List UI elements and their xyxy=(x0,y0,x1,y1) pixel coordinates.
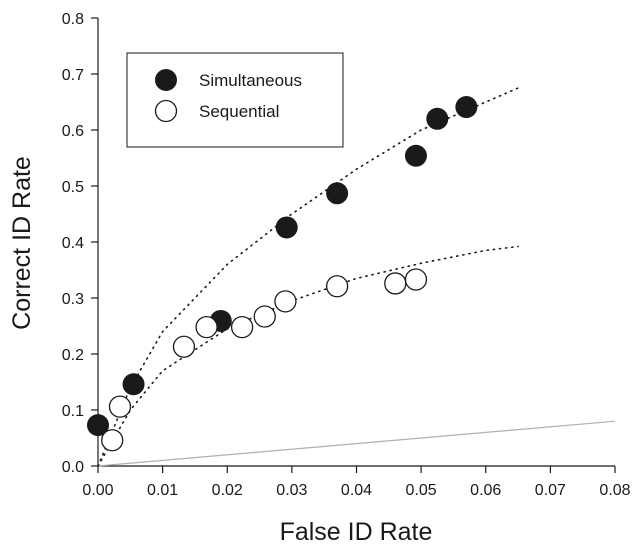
y-tick-label: 0.2 xyxy=(62,347,84,364)
data-points xyxy=(87,96,478,452)
y-tick-label: 0.4 xyxy=(62,235,84,252)
x-tick-label: 0.00 xyxy=(82,482,113,499)
legend-marker-simultaneous xyxy=(155,69,177,91)
point-sequential xyxy=(404,268,428,291)
legend: Simultaneous Sequential xyxy=(126,52,344,148)
point-simultaneous xyxy=(426,107,449,130)
fit-curve-sequential xyxy=(97,245,519,467)
x-axis-title: False ID Rate xyxy=(280,518,433,546)
point-simultaneous xyxy=(87,414,109,437)
point-sequential xyxy=(325,275,349,298)
x-tick-label: 0.04 xyxy=(341,482,372,499)
y-tick-label: 0.7 xyxy=(62,67,84,84)
y-tick-label: 0.6 xyxy=(62,123,84,140)
x-tick-label: 0.05 xyxy=(406,482,437,499)
x-axis-ticks: 0.00 0.01 0.02 0.03 0.04 0.05 0.06 0.07 0.08 xyxy=(82,466,631,499)
y-axis-title: Correct ID Rate xyxy=(8,156,36,330)
point-simultaneous xyxy=(326,182,349,205)
point-sequential xyxy=(101,429,124,452)
y-tick-label: 0.1 xyxy=(62,403,84,420)
point-simultaneous xyxy=(122,373,145,396)
point-simultaneous xyxy=(275,216,298,239)
chance-reference-line xyxy=(97,420,616,467)
point-sequential xyxy=(172,335,196,358)
x-tick-label: 0.03 xyxy=(276,482,307,499)
x-tick-label: 0.08 xyxy=(599,482,630,499)
fit-curve-simultaneous xyxy=(97,87,519,467)
y-tick-label: 0.8 xyxy=(62,11,84,28)
point-simultaneous xyxy=(404,144,427,167)
x-tick-label: 0.01 xyxy=(147,482,178,499)
x-tick-label: 0.06 xyxy=(470,482,501,499)
x-tick-label: 0.02 xyxy=(212,482,243,499)
point-sequential xyxy=(384,272,407,295)
point-sequential xyxy=(230,315,254,339)
point-sequential xyxy=(195,315,218,339)
reference-line xyxy=(97,420,616,467)
y-axis-ticks: 0.0 0.1 0.2 0.3 0.4 0.5 0.6 0.7 0.8 xyxy=(62,11,98,476)
y-tick-label: 0.5 xyxy=(62,179,84,196)
legend-label-sequential: Sequential xyxy=(199,102,279,121)
legend-label-simultaneous: Simultaneous xyxy=(199,71,302,90)
point-simultaneous xyxy=(455,96,478,119)
point-sequential xyxy=(253,305,276,328)
y-tick-label: 0.3 xyxy=(62,291,84,308)
point-sequential xyxy=(108,395,132,418)
x-tick-label: 0.07 xyxy=(535,482,566,499)
legend-marker-sequential xyxy=(154,99,178,123)
fit-curves xyxy=(97,87,519,467)
legend-box xyxy=(126,52,344,148)
y-tick-label: 0.0 xyxy=(62,459,84,476)
point-sequential xyxy=(274,290,297,313)
